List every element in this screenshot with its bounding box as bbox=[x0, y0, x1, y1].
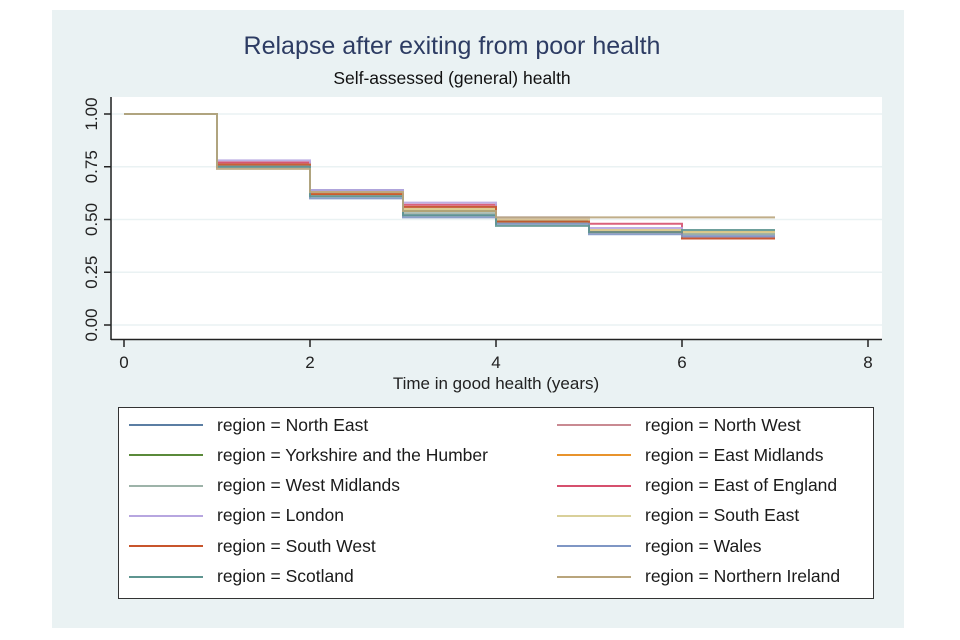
legend-label: region = East of England bbox=[645, 475, 838, 496]
legend: region = North East region = North West re… bbox=[118, 407, 874, 599]
legend-swatch bbox=[129, 514, 203, 517]
legend-item: region = Scotland bbox=[129, 564, 354, 590]
y-tick-label-2: 0.50 bbox=[82, 203, 101, 236]
x-tick-label-0: 0 bbox=[119, 353, 128, 372]
legend-item: region = South West bbox=[129, 533, 376, 559]
legend-label: region = South East bbox=[645, 505, 800, 526]
series-line-7 bbox=[124, 113, 775, 238]
legend-label: region = London bbox=[217, 505, 344, 526]
legend-swatch bbox=[557, 424, 631, 426]
legend-swatch bbox=[557, 514, 631, 517]
legend-swatch bbox=[557, 454, 631, 457]
x-axis-label: Time in good health (years) bbox=[393, 374, 599, 393]
y-tick-label-4: 1.00 bbox=[82, 97, 101, 130]
legend-swatch bbox=[557, 484, 631, 487]
legend-item: region = North West bbox=[557, 412, 801, 438]
legend-swatch bbox=[129, 575, 203, 578]
legend-label: region = North East bbox=[217, 414, 369, 435]
legend-item: region = West Midlands bbox=[129, 473, 400, 499]
series-line-11 bbox=[124, 113, 775, 234]
legend-item: region = North East bbox=[129, 412, 368, 438]
legend-item: region = Wales bbox=[557, 533, 762, 559]
y-tick-label-3: 0.75 bbox=[82, 150, 101, 183]
ticks: 0.00 0.25 0.50 0.75 1.00 0 2 4 6 8 bbox=[82, 97, 873, 372]
x-tick-label-4: 8 bbox=[863, 353, 872, 372]
legend-swatch bbox=[557, 575, 631, 578]
series-line-6 bbox=[124, 113, 775, 240]
legend-swatch bbox=[129, 484, 203, 487]
legend-item: region = East Midlands bbox=[557, 442, 824, 468]
x-tick-label-3: 6 bbox=[677, 353, 686, 372]
legend-label: region = Wales bbox=[645, 535, 762, 556]
legend-swatch bbox=[129, 424, 203, 426]
legend-label: region = Scotland bbox=[217, 566, 354, 586]
chart-subtitle: Self-assessed (general) health bbox=[333, 68, 570, 88]
legend-item: region = East of England bbox=[557, 473, 837, 499]
legend-swatch bbox=[129, 454, 203, 457]
legend-item: region = Yorkshire and the Humber bbox=[129, 442, 488, 468]
series-group bbox=[124, 113, 775, 240]
legend-label: region = South West bbox=[217, 535, 376, 556]
legend-swatch bbox=[129, 545, 203, 548]
legend-item: region = South East bbox=[557, 503, 799, 529]
y-tick-label-1: 0.25 bbox=[82, 256, 101, 289]
axes bbox=[110, 97, 882, 341]
x-tick-label-2: 4 bbox=[491, 353, 500, 372]
chart-title: Relapse after exiting from poor health bbox=[244, 32, 661, 60]
series-line-12 bbox=[124, 113, 775, 219]
y-tick-label-0: 0.00 bbox=[82, 308, 101, 341]
legend-label: region = Northern Ireland bbox=[645, 566, 841, 586]
legend-label: region = East Midlands bbox=[645, 444, 824, 465]
legend-swatch bbox=[557, 545, 631, 548]
legend-label: region = Yorkshire and the Humber bbox=[217, 444, 488, 465]
legend-label: region = West Midlands bbox=[217, 475, 401, 496]
legend-label: region = North West bbox=[645, 414, 801, 435]
legend-item: region = Northern Ireland bbox=[557, 564, 840, 590]
legend-item: region = London bbox=[129, 503, 344, 529]
x-tick-label-1: 2 bbox=[305, 353, 314, 372]
